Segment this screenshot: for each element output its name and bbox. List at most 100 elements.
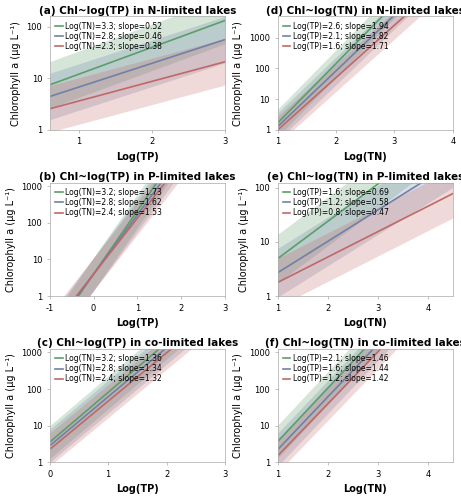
Log(TP)=2.6; slope=1.94 [382, 11, 388, 17]
Log(TP)=1.2; slope=1.42 [382, 342, 388, 347]
Log(TP)=1.6; slope=0.69 [379, 178, 384, 184]
X-axis label: Log(TP): Log(TP) [116, 318, 159, 328]
Log(TN)=2.4; slope=1.32 [151, 360, 156, 366]
Title: (b) Chl~log(TP) in P-limited lakes: (b) Chl~log(TP) in P-limited lakes [39, 172, 236, 182]
Log(TP)=2.1; slope=1.46 [434, 269, 439, 275]
Log(TN)=2.3; slope=0.38 [154, 77, 160, 83]
Log(TN)=3.3; slope=0.52 [151, 44, 157, 50]
Log(TP)=1.6; slope=0.69 [378, 178, 384, 184]
Line: Log(TN)=3.2; slope=1.73: Log(TN)=3.2; slope=1.73 [50, 84, 225, 338]
Log(TP)=0.8; slope=0.47 [382, 225, 388, 231]
Log(TP)=1.2; slope=0.58 [379, 204, 384, 210]
X-axis label: Log(TN): Log(TN) [343, 152, 387, 162]
Log(TP)=0.8; slope=0.47 [434, 199, 439, 205]
Log(TN)=3.2; slope=1.36 [222, 290, 228, 296]
Log(TN)=3.2; slope=1.36 [47, 439, 53, 445]
Log(TP)=1.6; slope=1.44 [275, 446, 281, 452]
Log(TP)=1.6; slope=1.71 [275, 126, 281, 132]
Line: Log(TP)=2.1; slope=1.46: Log(TP)=2.1; slope=1.46 [278, 254, 453, 442]
Y-axis label: Chlorophyll a (μg L⁻¹): Chlorophyll a (μg L⁻¹) [11, 20, 21, 126]
Title: (e) Chl~log(TN) in P-limited lakes: (e) Chl~log(TN) in P-limited lakes [266, 172, 461, 182]
Log(TN)=2.4; slope=1.32 [195, 324, 200, 330]
Log(TP)=2.1; slope=1.82 [378, 24, 384, 30]
Log(TN)=2.8; slope=0.46 [47, 94, 53, 100]
Log(TN)=2.4; slope=1.32 [47, 446, 53, 452]
Line: Log(TP)=1.2; slope=0.58: Log(TP)=1.2; slope=0.58 [278, 163, 453, 273]
Log(TN)=3.2; slope=1.73 [206, 105, 212, 111]
Log(TP)=2.6; slope=1.94 [275, 120, 281, 126]
Log(TP)=1.2; slope=1.42 [422, 300, 428, 306]
Legend: Log(TN)=3.3; slope=0.52, Log(TN)=2.8; slope=0.46, Log(TN)=2.3; slope=0.38: Log(TN)=3.3; slope=0.52, Log(TN)=2.8; sl… [53, 20, 164, 52]
Log(TN)=2.4; slope=1.53 [195, 138, 200, 144]
Log(TN)=2.8; slope=1.62 [195, 130, 200, 136]
Log(TN)=2.8; slope=1.62 [47, 330, 53, 336]
Log(TN)=3.2; slope=1.73 [151, 184, 157, 190]
Log(TN)=2.8; slope=1.62 [154, 185, 160, 191]
Log(TN)=2.4; slope=1.53 [151, 194, 157, 200]
Y-axis label: Chlorophyll a (μg L⁻¹): Chlorophyll a (μg L⁻¹) [238, 187, 248, 292]
Line: Log(TN)=2.8; slope=0.46: Log(TN)=2.8; slope=0.46 [50, 40, 225, 96]
Log(TP)=2.1; slope=1.82 [382, 22, 388, 28]
Line: Log(TP)=1.6; slope=0.69: Log(TP)=1.6; slope=0.69 [278, 128, 453, 259]
Log(TP)=1.2; slope=0.58 [434, 170, 439, 176]
Log(TP)=2.6; slope=1.94 [379, 14, 384, 20]
Line: Log(TN)=2.4; slope=1.32: Log(TN)=2.4; slope=1.32 [50, 304, 225, 450]
Log(TP)=1.6; slope=1.44 [275, 447, 280, 453]
Log(TN)=2.3; slope=0.38 [151, 78, 157, 84]
Log(TN)=3.2; slope=1.73 [222, 81, 228, 87]
Log(TN)=3.2; slope=1.36 [151, 350, 157, 356]
Log(TP)=1.2; slope=1.42 [379, 344, 384, 350]
Log(TN)=3.3; slope=0.52 [206, 24, 212, 30]
Y-axis label: Chlorophyll a (μg L⁻¹): Chlorophyll a (μg L⁻¹) [6, 353, 16, 458]
Log(TN)=3.3; slope=0.52 [154, 42, 160, 48]
Log(TN)=2.4; slope=1.32 [222, 302, 228, 308]
Log(TN)=2.8; slope=0.46 [151, 60, 157, 66]
Line: Log(TN)=3.2; slope=1.36: Log(TN)=3.2; slope=1.36 [50, 292, 225, 442]
Log(TP)=1.2; slope=0.58 [275, 270, 281, 276]
Log(TP)=2.1; slope=1.46 [379, 328, 384, 334]
Line: Log(TP)=2.6; slope=1.94: Log(TP)=2.6; slope=1.94 [278, 0, 453, 123]
Legend: Log(TP)=2.6; slope=1.94, Log(TP)=2.1; slope=1.82, Log(TP)=1.6; slope=1.71: Log(TP)=2.6; slope=1.94, Log(TP)=2.1; sl… [281, 20, 390, 52]
Log(TP)=1.2; slope=1.42 [378, 346, 384, 352]
Log(TN)=3.2; slope=1.73 [47, 334, 53, 340]
Line: Log(TP)=2.1; slope=1.82: Log(TP)=2.1; slope=1.82 [278, 0, 453, 127]
Log(TP)=1.2; slope=0.58 [275, 270, 280, 276]
Log(TP)=2.6; slope=1.94 [275, 120, 280, 126]
Log(TN)=2.8; slope=0.46 [195, 46, 200, 52]
Line: Log(TN)=2.8; slope=1.34: Log(TN)=2.8; slope=1.34 [50, 298, 225, 446]
Log(TN)=2.4; slope=1.32 [151, 360, 157, 366]
Title: (c) Chl~log(TP) in co-limited lakes: (c) Chl~log(TP) in co-limited lakes [37, 338, 238, 348]
Log(TP)=1.6; slope=1.44 [378, 338, 384, 344]
Log(TP)=1.2; slope=1.42 [434, 288, 439, 294]
Log(TP)=0.8; slope=0.47 [378, 227, 384, 233]
Log(TP)=1.2; slope=1.42 [275, 452, 281, 458]
Log(TP)=1.6; slope=0.69 [382, 176, 388, 182]
Log(TN)=2.3; slope=0.38 [206, 63, 212, 69]
Line: Log(TN)=3.3; slope=0.52: Log(TN)=3.3; slope=0.52 [50, 20, 225, 85]
Log(TN)=2.8; slope=1.34 [195, 318, 200, 324]
Log(TP)=1.6; slope=0.69 [422, 146, 428, 152]
Log(TN)=2.8; slope=0.46 [222, 36, 228, 43]
Legend: Log(TN)=3.2; slope=1.73, Log(TN)=2.8; slope=1.62, Log(TN)=2.4; slope=1.53: Log(TN)=3.2; slope=1.73, Log(TN)=2.8; sl… [53, 186, 164, 218]
Log(TN)=2.4; slope=1.53 [222, 103, 228, 109]
Log(TP)=1.6; slope=0.69 [275, 256, 281, 262]
Log(TN)=2.8; slope=1.62 [206, 116, 212, 121]
Log(TN)=2.3; slope=0.38 [222, 58, 228, 64]
Log(TP)=1.6; slope=0.69 [434, 138, 439, 143]
Log(TN)=2.8; slope=1.34 [47, 442, 53, 448]
Log(TN)=2.8; slope=1.62 [222, 93, 228, 99]
Log(TN)=2.8; slope=1.62 [151, 189, 157, 195]
X-axis label: Log(TN): Log(TN) [343, 318, 387, 328]
Log(TP)=1.6; slope=1.71 [379, 34, 384, 40]
Log(TP)=0.8; slope=0.47 [422, 204, 428, 210]
Log(TP)=1.2; slope=1.42 [450, 271, 455, 277]
Log(TP)=2.1; slope=1.46 [275, 438, 280, 444]
Legend: Log(TP)=1.6; slope=0.69, Log(TP)=1.2; slope=0.58, Log(TP)=0.8; slope=0.47: Log(TP)=1.6; slope=0.69, Log(TP)=1.2; sl… [281, 186, 390, 218]
Log(TN)=3.3; slope=0.52 [47, 82, 53, 88]
Log(TN)=3.2; slope=1.36 [151, 350, 156, 356]
Log(TN)=3.2; slope=1.73 [47, 334, 53, 340]
Log(TP)=0.8; slope=0.47 [275, 280, 280, 285]
Log(TN)=3.3; slope=0.52 [151, 44, 156, 50]
Log(TP)=2.1; slope=1.46 [382, 324, 388, 330]
Log(TN)=2.8; slope=1.62 [151, 190, 156, 196]
